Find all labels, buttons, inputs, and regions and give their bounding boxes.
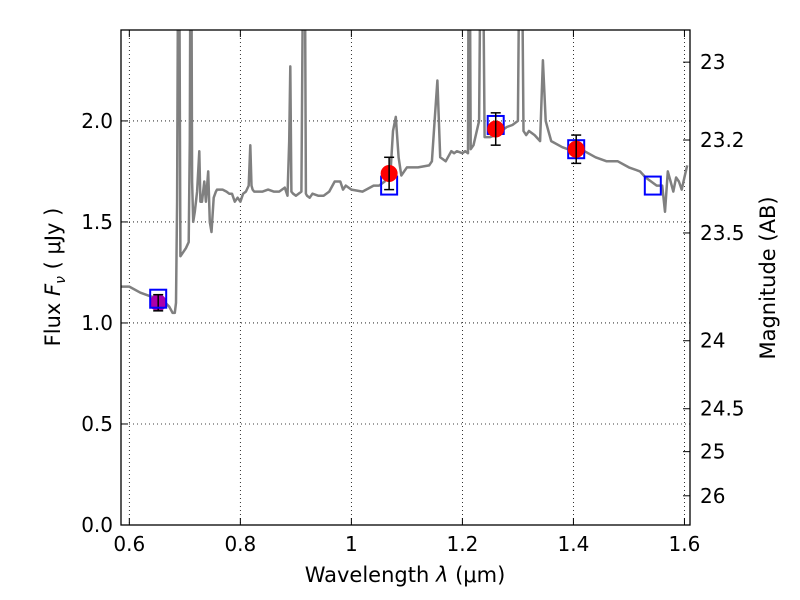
tick-labels: 0.6 0.8 1 1.2 1.4 1.6 0.0 0.5 1.0 1.5 2.0 23 23.2 23.… xyxy=(81,50,744,556)
model-photometry-box xyxy=(149,288,168,309)
y-tick-label: 1.5 xyxy=(81,210,113,234)
y-axis-label-prefix: Flux xyxy=(41,296,65,346)
y-axis-label-sub: ν xyxy=(53,276,69,284)
x-tick-label: 1.6 xyxy=(669,532,701,556)
y2-tick-label: 23.2 xyxy=(700,128,745,152)
y-tick-label: 0.5 xyxy=(81,412,113,436)
x-axis-label: Wavelength λ (μm) xyxy=(305,563,506,587)
plot-area xyxy=(121,30,690,525)
spectrum-line xyxy=(121,30,689,315)
y-axis-label-unit: ( μJy ) xyxy=(41,208,65,276)
x-tick-label: 1 xyxy=(345,532,358,556)
x-axis-label-unit: (μm) xyxy=(448,563,505,587)
x-tick-label: 1.2 xyxy=(446,532,478,556)
y2-tick-label: 23 xyxy=(700,50,725,74)
y-axis-label: Flux Fν ( μJy ) xyxy=(41,208,69,347)
x-tick-label: 1.4 xyxy=(558,532,590,556)
y2-tick-label: 24 xyxy=(700,329,725,353)
x-axis-label-prefix: Wavelength xyxy=(305,563,436,587)
y2-tick-label: 25 xyxy=(700,440,725,464)
y-tick-label: 2.0 xyxy=(81,109,113,133)
plot-layer xyxy=(121,30,689,315)
x-tick-label: 0.6 xyxy=(113,532,145,556)
x-tick-label: 0.8 xyxy=(224,532,256,556)
model-photometry-box xyxy=(643,175,662,196)
x-axis-label-var: λ xyxy=(435,563,448,587)
y-tick-label: 0.0 xyxy=(81,513,113,537)
y2-tick-label: 24.5 xyxy=(700,397,745,421)
y2-axis-label: Magnitude (AB) xyxy=(756,196,780,359)
y2-tick-label: 26 xyxy=(700,484,725,508)
ticks xyxy=(121,30,690,526)
markers xyxy=(149,112,662,312)
y-axis-label-var: F xyxy=(41,283,65,296)
plot-frame xyxy=(120,29,691,526)
y2-tick-label: 23.5 xyxy=(700,221,745,245)
y-tick-label: 1.0 xyxy=(81,311,113,335)
